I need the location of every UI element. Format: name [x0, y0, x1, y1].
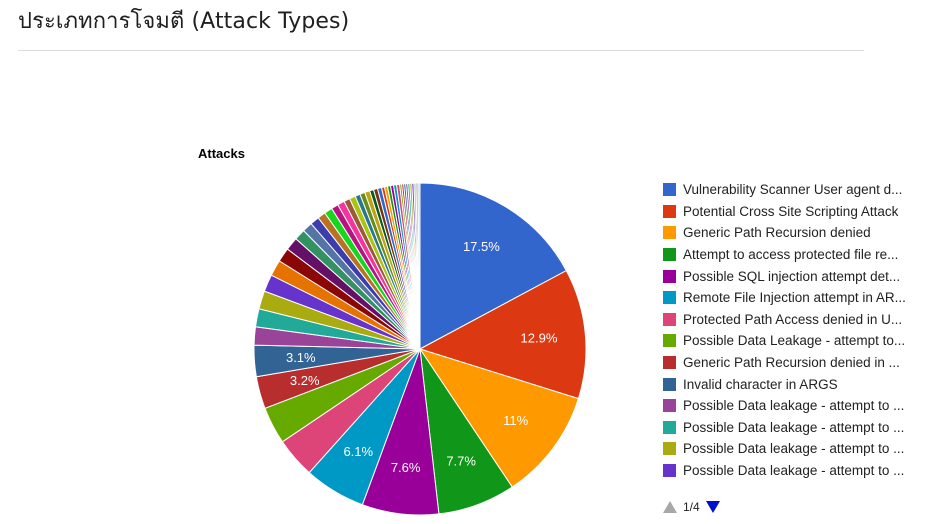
legend-item[interactable]: Invalid character in ARGS [663, 373, 925, 395]
legend-swatch [663, 248, 676, 262]
legend-item[interactable]: Generic Path Recursion denied in ... [663, 352, 925, 374]
slice-data-label: 6.1% [343, 444, 373, 459]
legend-label: Protected Path Access denied in U... [683, 311, 903, 327]
legend-item[interactable]: Vulnerability Scanner User agent d... [663, 179, 925, 201]
legend-item[interactable]: Possible SQL injection attempt det... [663, 265, 925, 287]
legend-swatch [663, 377, 676, 391]
triangle-up-icon[interactable] [663, 501, 677, 513]
legend-pager: 1/4 [663, 500, 720, 514]
legend-swatch [663, 334, 676, 348]
slice-data-label: 11% [503, 413, 528, 428]
chart-legend: Vulnerability Scanner User agent d... Pot… [663, 179, 925, 481]
slice-data-label: 7.7% [446, 454, 476, 469]
legend-label: Possible Data Leakage - attempt to... [683, 333, 906, 349]
legend-item[interactable]: Possible Data leakage - attempt to ... [663, 395, 925, 417]
pie-slice[interactable] [417, 182, 421, 350]
title-divider [18, 50, 864, 51]
legend-swatch [663, 291, 676, 305]
page-title: ประเภทการโจมตี (Attack Types) [18, 9, 350, 34]
legend-label: Possible Data leakage - attempt to ... [683, 419, 905, 435]
slice-data-label: 17.5% [463, 239, 500, 254]
legend-label: Possible SQL injection attempt det... [683, 268, 901, 284]
legend-item[interactable]: Possible Data Leakage - attempt to... [663, 330, 925, 352]
slice-data-label: 3.1% [286, 350, 316, 365]
legend-item[interactable]: Generic Path Recursion denied [663, 222, 925, 244]
slice-data-label: 3.2% [290, 373, 320, 388]
legend-item[interactable]: Potential Cross Site Scripting Attack [663, 201, 925, 223]
legend-item[interactable]: Protected Path Access denied in U... [663, 309, 925, 331]
legend-item[interactable]: Possible Data leakage - attempt to ... [663, 460, 925, 482]
legend-item[interactable]: Attempt to access protected file re... [663, 244, 925, 266]
legend-swatch [663, 269, 676, 283]
legend-item[interactable]: Remote File Injection attempt in AR... [663, 287, 925, 309]
legend-item[interactable]: Possible Data leakage - attempt to ... [663, 438, 925, 460]
legend-swatch [663, 420, 676, 434]
legend-swatch [663, 312, 676, 326]
pie-slice[interactable] [419, 182, 568, 350]
legend-label: Possible Data leakage - attempt to ... [683, 398, 905, 414]
slice-data-label: 12.9% [521, 330, 558, 345]
legend-swatch [663, 464, 676, 478]
slice-data-label: 7.6% [391, 460, 421, 475]
legend-swatch [663, 226, 676, 240]
legend-label: Attempt to access protected file re... [683, 247, 899, 263]
legend-label: Possible Data leakage - attempt to ... [683, 441, 905, 457]
pie-slice[interactable] [418, 269, 587, 400]
pager-text: 1/4 [683, 500, 700, 514]
legend-swatch [663, 442, 676, 456]
legend-label: Generic Path Recursion denied [683, 225, 871, 241]
legend-label: Possible Data leakage - attempt to ... [683, 463, 905, 479]
legend-swatch [663, 399, 676, 413]
legend-swatch [663, 183, 676, 197]
legend-item[interactable]: Possible Data leakage - attempt to ... [663, 417, 925, 439]
pie-slice[interactable] [418, 348, 580, 488]
legend-label: Remote File Injection attempt in AR... [683, 290, 906, 306]
legend-label: Invalid character in ARGS [683, 376, 838, 392]
chart-title: Attacks [198, 146, 245, 161]
triangle-down-icon[interactable] [705, 501, 720, 513]
legend-swatch [663, 204, 676, 218]
legend-swatch [663, 356, 676, 370]
legend-label: Vulnerability Scanner User agent d... [683, 182, 903, 198]
legend-label: Potential Cross Site Scripting Attack [683, 203, 899, 219]
legend-label: Generic Path Recursion denied in ... [683, 355, 900, 371]
